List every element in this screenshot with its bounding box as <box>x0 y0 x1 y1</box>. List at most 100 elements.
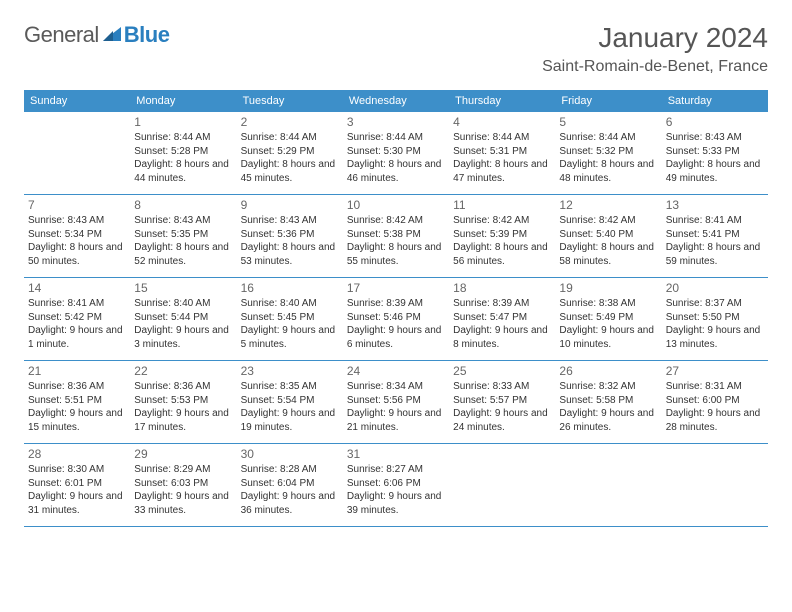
sunset-line: Sunset: 5:40 PM <box>559 228 657 242</box>
calendar-cell <box>662 444 768 526</box>
calendar-cell: 21Sunrise: 8:36 AMSunset: 5:51 PMDayligh… <box>24 361 130 443</box>
sunrise-line: Sunrise: 8:30 AM <box>28 463 126 477</box>
day-number: 15 <box>134 281 232 295</box>
day-headers-row: SundayMondayTuesdayWednesdayThursdayFrid… <box>24 90 768 112</box>
day-number: 4 <box>453 115 551 129</box>
daylight-line: Daylight: 9 hours and 6 minutes. <box>347 324 445 351</box>
sunrise-line: Sunrise: 8:41 AM <box>666 214 764 228</box>
sunrise-line: Sunrise: 8:43 AM <box>28 214 126 228</box>
brand-word1: General <box>24 22 99 48</box>
title-block: January 2024 Saint-Romain-de-Benet, Fran… <box>542 22 768 76</box>
day-number: 16 <box>241 281 339 295</box>
day-number: 18 <box>453 281 551 295</box>
day-number: 14 <box>28 281 126 295</box>
sunrise-line: Sunrise: 8:27 AM <box>347 463 445 477</box>
daylight-line: Daylight: 9 hours and 5 minutes. <box>241 324 339 351</box>
sunrise-line: Sunrise: 8:43 AM <box>666 131 764 145</box>
calendar-cell: 26Sunrise: 8:32 AMSunset: 5:58 PMDayligh… <box>555 361 661 443</box>
sunrise-line: Sunrise: 8:29 AM <box>134 463 232 477</box>
calendar-cell: 31Sunrise: 8:27 AMSunset: 6:06 PMDayligh… <box>343 444 449 526</box>
calendar-cell: 14Sunrise: 8:41 AMSunset: 5:42 PMDayligh… <box>24 278 130 360</box>
sunrise-line: Sunrise: 8:38 AM <box>559 297 657 311</box>
sunrise-line: Sunrise: 8:35 AM <box>241 380 339 394</box>
daylight-line: Daylight: 8 hours and 48 minutes. <box>559 158 657 185</box>
day-number: 19 <box>559 281 657 295</box>
sunrise-line: Sunrise: 8:43 AM <box>241 214 339 228</box>
logo-triangle-icon <box>103 25 121 46</box>
sunrise-line: Sunrise: 8:41 AM <box>28 297 126 311</box>
calendar-cell: 11Sunrise: 8:42 AMSunset: 5:39 PMDayligh… <box>449 195 555 277</box>
day-header: Thursday <box>449 90 555 112</box>
sunrise-line: Sunrise: 8:42 AM <box>453 214 551 228</box>
calendar-cell: 12Sunrise: 8:42 AMSunset: 5:40 PMDayligh… <box>555 195 661 277</box>
sunrise-line: Sunrise: 8:40 AM <box>241 297 339 311</box>
calendar-cell: 10Sunrise: 8:42 AMSunset: 5:38 PMDayligh… <box>343 195 449 277</box>
daylight-line: Daylight: 8 hours and 53 minutes. <box>241 241 339 268</box>
sunrise-line: Sunrise: 8:28 AM <box>241 463 339 477</box>
day-number: 23 <box>241 364 339 378</box>
calendar-cell: 30Sunrise: 8:28 AMSunset: 6:04 PMDayligh… <box>237 444 343 526</box>
day-number: 29 <box>134 447 232 461</box>
daylight-line: Daylight: 9 hours and 31 minutes. <box>28 490 126 517</box>
day-number: 26 <box>559 364 657 378</box>
calendar-cell: 29Sunrise: 8:29 AMSunset: 6:03 PMDayligh… <box>130 444 236 526</box>
daylight-line: Daylight: 8 hours and 50 minutes. <box>28 241 126 268</box>
daylight-line: Daylight: 8 hours and 55 minutes. <box>347 241 445 268</box>
calendar-cell: 9 Sunrise: 8:43 AMSunset: 5:36 PMDaylight… <box>237 195 343 277</box>
day-header: Tuesday <box>237 90 343 112</box>
sunset-line: Sunset: 5:50 PM <box>666 311 764 325</box>
day-number: 30 <box>241 447 339 461</box>
calendar-week: 28Sunrise: 8:30 AMSunset: 6:01 PMDayligh… <box>24 444 768 527</box>
sunset-line: Sunset: 5:47 PM <box>453 311 551 325</box>
sunset-line: Sunset: 5:33 PM <box>666 145 764 159</box>
daylight-line: Daylight: 8 hours and 56 minutes. <box>453 241 551 268</box>
daylight-line: Daylight: 9 hours and 3 minutes. <box>134 324 232 351</box>
calendar-cell: 27Sunrise: 8:31 AMSunset: 6:00 PMDayligh… <box>662 361 768 443</box>
day-number: 21 <box>28 364 126 378</box>
daylight-line: Daylight: 9 hours and 13 minutes. <box>666 324 764 351</box>
daylight-line: Daylight: 9 hours and 33 minutes. <box>134 490 232 517</box>
sunrise-line: Sunrise: 8:34 AM <box>347 380 445 394</box>
sunset-line: Sunset: 5:53 PM <box>134 394 232 408</box>
sunset-line: Sunset: 5:51 PM <box>28 394 126 408</box>
day-number: 5 <box>559 115 657 129</box>
location: Saint-Romain-de-Benet, France <box>542 58 768 76</box>
calendar-cell: 13Sunrise: 8:41 AMSunset: 5:41 PMDayligh… <box>662 195 768 277</box>
day-header: Sunday <box>24 90 130 112</box>
daylight-line: Daylight: 8 hours and 49 minutes. <box>666 158 764 185</box>
sunset-line: Sunset: 5:36 PM <box>241 228 339 242</box>
sunset-line: Sunset: 5:56 PM <box>347 394 445 408</box>
sunrise-line: Sunrise: 8:40 AM <box>134 297 232 311</box>
sunrise-line: Sunrise: 8:42 AM <box>559 214 657 228</box>
calendar-cell <box>449 444 555 526</box>
day-number: 9 <box>241 198 339 212</box>
header: General Blue January 2024 Saint-Romain-d… <box>24 22 768 76</box>
sunset-line: Sunset: 5:31 PM <box>453 145 551 159</box>
daylight-line: Daylight: 9 hours and 26 minutes. <box>559 407 657 434</box>
sunset-line: Sunset: 5:54 PM <box>241 394 339 408</box>
day-number: 25 <box>453 364 551 378</box>
sunrise-line: Sunrise: 8:42 AM <box>347 214 445 228</box>
calendar-cell: 4Sunrise: 8:44 AMSunset: 5:31 PMDaylight… <box>449 112 555 194</box>
sunrise-line: Sunrise: 8:37 AM <box>666 297 764 311</box>
day-number: 11 <box>453 198 551 212</box>
calendar-body: 1Sunrise: 8:44 AMSunset: 5:28 PMDaylight… <box>24 112 768 527</box>
sunset-line: Sunset: 5:58 PM <box>559 394 657 408</box>
day-number: 2 <box>241 115 339 129</box>
calendar-cell: 7Sunrise: 8:43 AMSunset: 5:34 PMDaylight… <box>24 195 130 277</box>
sunrise-line: Sunrise: 8:44 AM <box>453 131 551 145</box>
daylight-line: Daylight: 9 hours and 36 minutes. <box>241 490 339 517</box>
day-number: 7 <box>28 198 126 212</box>
calendar-cell: 22Sunrise: 8:36 AMSunset: 5:53 PMDayligh… <box>130 361 236 443</box>
sunrise-line: Sunrise: 8:39 AM <box>347 297 445 311</box>
sunset-line: Sunset: 5:46 PM <box>347 311 445 325</box>
sunset-line: Sunset: 5:44 PM <box>134 311 232 325</box>
brand-logo: General Blue <box>24 22 169 48</box>
day-number: 8 <box>134 198 232 212</box>
calendar-cell: 28Sunrise: 8:30 AMSunset: 6:01 PMDayligh… <box>24 444 130 526</box>
day-number: 31 <box>347 447 445 461</box>
day-number: 28 <box>28 447 126 461</box>
day-header: Monday <box>130 90 236 112</box>
calendar-cell: 3Sunrise: 8:44 AMSunset: 5:30 PMDaylight… <box>343 112 449 194</box>
daylight-line: Daylight: 8 hours and 52 minutes. <box>134 241 232 268</box>
